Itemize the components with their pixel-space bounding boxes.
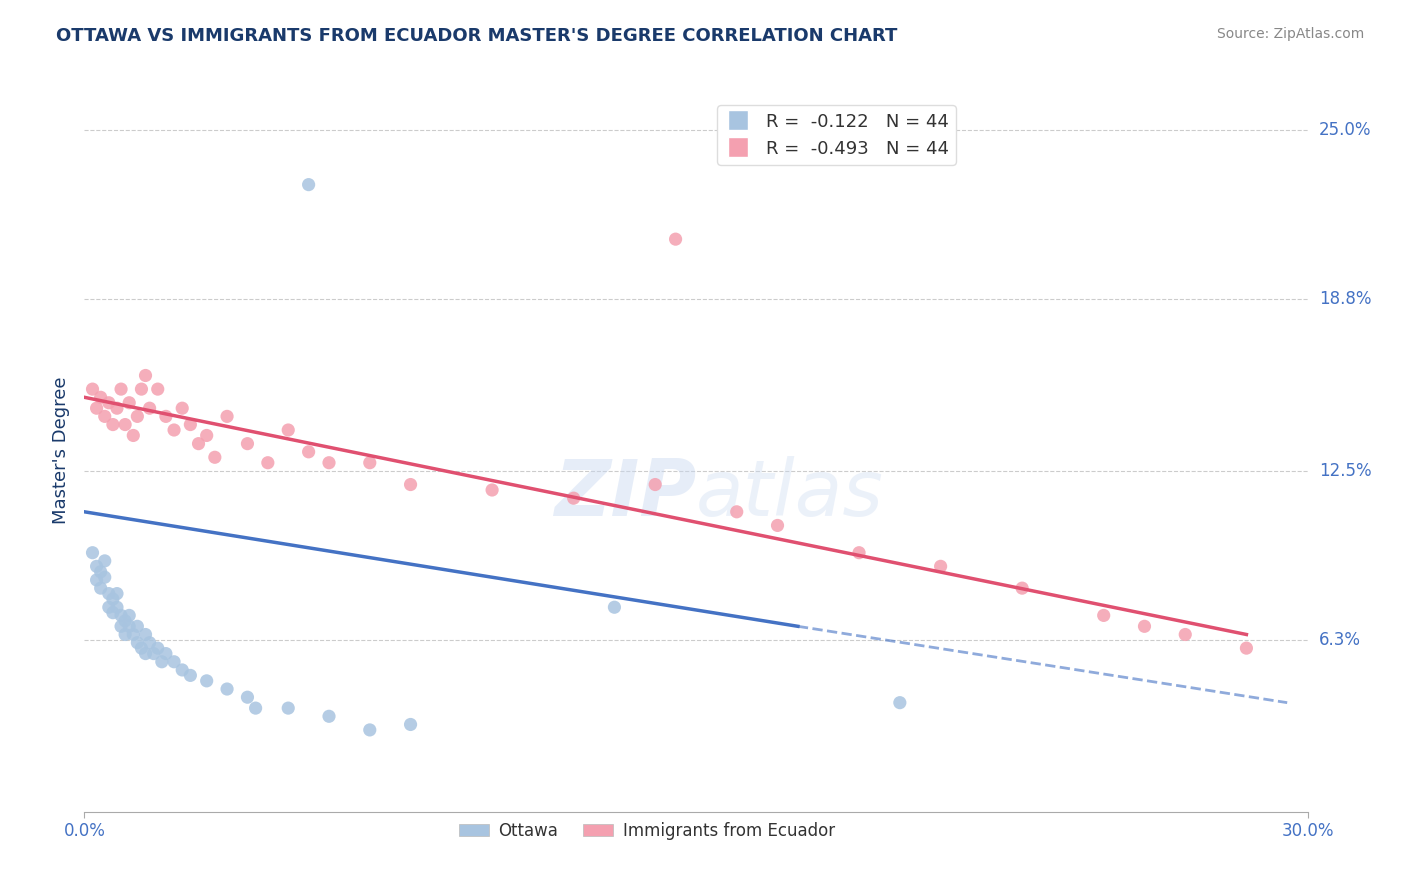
Text: OTTAWA VS IMMIGRANTS FROM ECUADOR MASTER'S DEGREE CORRELATION CHART: OTTAWA VS IMMIGRANTS FROM ECUADOR MASTER… — [56, 27, 897, 45]
Point — [481, 483, 503, 497]
Point — [127, 635, 149, 649]
Point — [135, 647, 157, 661]
Point — [195, 428, 218, 442]
Point — [217, 681, 239, 696]
Legend: Ottawa, Immigrants from Ecuador: Ottawa, Immigrants from Ecuador — [451, 815, 842, 847]
Point — [105, 600, 128, 615]
Point — [93, 554, 115, 568]
Point — [204, 450, 226, 465]
Point — [399, 717, 422, 731]
Point — [101, 417, 124, 432]
Point — [110, 619, 132, 633]
Point — [97, 586, 120, 600]
Point — [359, 723, 381, 737]
Point — [131, 641, 153, 656]
Point — [114, 614, 136, 628]
Text: ZIP: ZIP — [554, 456, 696, 532]
Point — [277, 701, 299, 715]
Text: Source: ZipAtlas.com: Source: ZipAtlas.com — [1216, 27, 1364, 41]
Point — [236, 690, 259, 705]
Point — [97, 396, 120, 410]
Point — [122, 428, 145, 442]
Point — [848, 546, 870, 560]
Point — [603, 600, 626, 615]
Text: atlas: atlas — [696, 456, 884, 532]
Point — [86, 559, 108, 574]
Point — [122, 627, 145, 641]
Point — [142, 647, 165, 661]
Point — [298, 445, 321, 459]
Point — [725, 505, 748, 519]
Point — [114, 417, 136, 432]
Point — [93, 409, 115, 424]
Point — [150, 655, 173, 669]
Point — [1092, 608, 1115, 623]
Point — [155, 409, 177, 424]
Point — [110, 608, 132, 623]
Point — [97, 600, 120, 615]
Point — [359, 456, 381, 470]
Point — [665, 232, 688, 246]
Point — [82, 546, 104, 560]
Point — [1236, 641, 1258, 656]
Point — [257, 456, 280, 470]
Point — [277, 423, 299, 437]
Point — [163, 423, 186, 437]
Text: 18.8%: 18.8% — [1319, 290, 1371, 308]
Point — [766, 518, 789, 533]
Point — [155, 647, 177, 661]
Point — [298, 178, 321, 192]
Point — [1011, 581, 1033, 595]
Point — [127, 619, 149, 633]
Point — [929, 559, 952, 574]
Text: 25.0%: 25.0% — [1319, 121, 1371, 139]
Point — [644, 477, 666, 491]
Point — [86, 401, 108, 416]
Point — [90, 565, 112, 579]
Point — [318, 456, 340, 470]
Point — [127, 409, 149, 424]
Point — [172, 401, 194, 416]
Point — [236, 436, 259, 450]
Point — [399, 477, 422, 491]
Point — [146, 641, 169, 656]
Point — [138, 401, 160, 416]
Point — [131, 382, 153, 396]
Point — [101, 606, 124, 620]
Point — [562, 491, 585, 505]
Point — [118, 608, 141, 623]
Point — [179, 417, 201, 432]
Point — [245, 701, 267, 715]
Point — [118, 396, 141, 410]
Point — [101, 592, 124, 607]
Point — [118, 619, 141, 633]
Point — [187, 436, 209, 450]
Point — [138, 635, 160, 649]
Point — [163, 655, 186, 669]
Point — [889, 696, 911, 710]
Point — [86, 573, 108, 587]
Point — [195, 673, 218, 688]
Point — [135, 368, 157, 383]
Point — [90, 581, 112, 595]
Point — [1133, 619, 1156, 633]
Point — [110, 382, 132, 396]
Point — [217, 409, 239, 424]
Point — [93, 570, 115, 584]
Point — [82, 382, 104, 396]
Point — [172, 663, 194, 677]
Point — [179, 668, 201, 682]
Point — [135, 627, 157, 641]
Point — [105, 586, 128, 600]
Point — [90, 390, 112, 404]
Point — [146, 382, 169, 396]
Text: 6.3%: 6.3% — [1319, 631, 1361, 649]
Point — [1174, 627, 1197, 641]
Text: 12.5%: 12.5% — [1319, 462, 1371, 480]
Point — [318, 709, 340, 723]
Point — [105, 401, 128, 416]
Point — [114, 627, 136, 641]
Y-axis label: Master's Degree: Master's Degree — [52, 376, 70, 524]
